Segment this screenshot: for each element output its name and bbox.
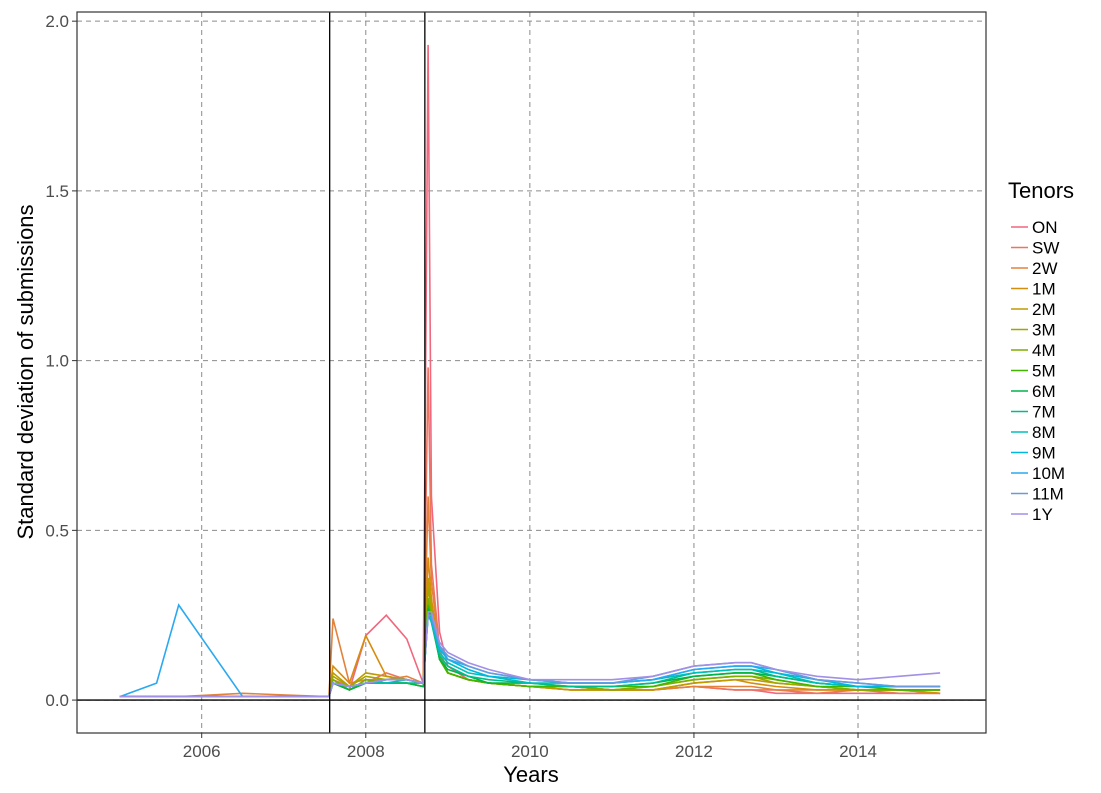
y-tick-label: 2.0 — [45, 12, 69, 31]
legend-label: SW — [1032, 239, 1059, 258]
x-tick-label: 2006 — [183, 742, 221, 761]
legend-label: 2M — [1032, 300, 1056, 319]
legend-label: 5M — [1032, 362, 1056, 381]
x-tick-label: 2010 — [511, 742, 549, 761]
x-tick-label: 2008 — [347, 742, 385, 761]
legend-label: 3M — [1032, 321, 1056, 340]
series-line — [119, 611, 941, 698]
legend-label: 1M — [1032, 280, 1056, 299]
legend-label: 1Y — [1032, 505, 1053, 524]
x-tick-label: 2014 — [839, 742, 877, 761]
x-tick-label: 2012 — [675, 742, 713, 761]
y-tick-label: 1.0 — [45, 352, 69, 371]
legend-label: 4M — [1032, 341, 1056, 360]
panel-border — [76, 11, 987, 734]
x-axis-label: Years — [503, 762, 558, 787]
legend-label: 6M — [1032, 382, 1056, 401]
legend-label: 10M — [1032, 464, 1065, 483]
legend-label: 11M — [1032, 485, 1064, 504]
legend-title: Tenors — [1008, 178, 1074, 203]
y-tick-label: 0.0 — [45, 691, 69, 710]
legend-label: 7M — [1032, 403, 1056, 422]
y-tick-label: 0.5 — [45, 521, 69, 540]
legend-label: 9M — [1032, 444, 1056, 463]
series-line — [119, 367, 941, 698]
y-axis-label: Standard deviation of submissions — [13, 204, 38, 539]
y-tick-label: 1.5 — [45, 182, 69, 201]
legend-label: ON — [1032, 218, 1058, 237]
legend-label: 8M — [1032, 423, 1056, 442]
legend-label: 2W — [1032, 259, 1058, 278]
